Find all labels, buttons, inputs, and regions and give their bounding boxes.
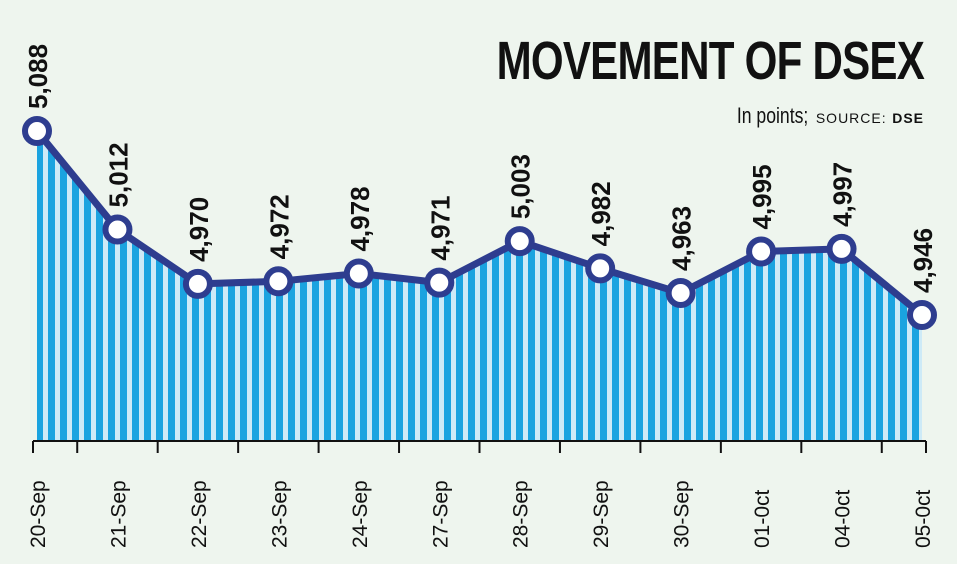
value-label: 4,946 (908, 228, 938, 293)
data-point-04-0ct (826, 233, 857, 264)
value-label: 4,982 (586, 181, 616, 246)
x-tick-label: 22-Sep (188, 480, 211, 548)
data-point-21-Sep (102, 214, 133, 245)
value-label: 4,972 (264, 194, 294, 259)
value-label: 4,997 (828, 162, 858, 227)
data-point-05-0ct (907, 300, 937, 330)
data-point-27-Sep (424, 267, 455, 298)
source-label: SOURCE: (815, 110, 887, 126)
data-point-01-0ct (746, 236, 777, 267)
value-label: 5,012 (103, 142, 133, 207)
chart-title: MOVEMENT OF DSEX (496, 31, 925, 91)
x-tick-label: 05-0ct (912, 489, 935, 548)
x-tick-label: 04-0ct (832, 489, 855, 548)
value-label: 5,088 (23, 44, 53, 109)
data-point-30-Sep (665, 277, 696, 308)
value-label: 5,003 (506, 154, 536, 219)
data-point-20-Sep (22, 116, 52, 146)
data-point-23-Sep (263, 266, 294, 297)
value-label: 4,995 (747, 164, 777, 229)
x-tick-label: 30-Sep (671, 480, 694, 548)
x-tick-label: 28-Sep (510, 480, 533, 548)
value-label: 4,978 (345, 186, 375, 251)
x-tick-label: 24-Sep (349, 480, 372, 548)
value-label: 4,971 (425, 196, 455, 261)
x-tick-label: 20-Sep (27, 480, 50, 548)
x-tick-label: 23-Sep (268, 480, 291, 548)
data-point-29-Sep (585, 253, 616, 284)
unit-label: In points; (736, 103, 809, 128)
chart-subtitle: In points; SOURCE: DSE (719, 103, 924, 129)
x-tick-label: 27-Sep (429, 480, 452, 548)
data-point-24-Sep (343, 258, 374, 289)
x-tick-label: 29-Sep (590, 480, 613, 548)
source-name: DSE (892, 110, 924, 126)
data-point-22-Sep (182, 268, 213, 299)
x-tick-label: 01-0ct (751, 489, 774, 548)
value-label: 4,963 (667, 206, 697, 271)
data-point-28-Sep (504, 226, 535, 257)
area-fill (37, 131, 922, 441)
value-label: 4,970 (184, 197, 214, 262)
x-tick-label: 21-Sep (107, 480, 130, 548)
